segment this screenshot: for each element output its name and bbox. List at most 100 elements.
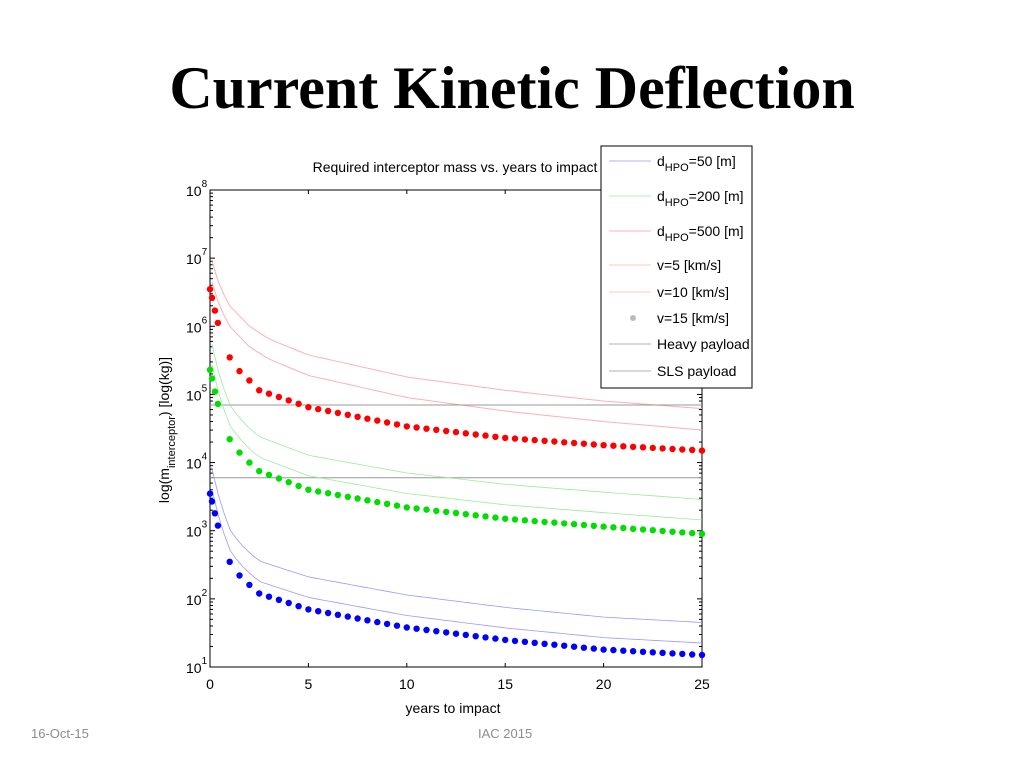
data-point bbox=[334, 611, 342, 618]
y-tick-label: 106 bbox=[186, 315, 208, 335]
data-point bbox=[462, 511, 469, 518]
data-point bbox=[256, 467, 263, 475]
series-companion-line bbox=[211, 364, 703, 521]
data-point bbox=[511, 516, 519, 523]
y-tick-label: 105 bbox=[186, 383, 208, 403]
data-point bbox=[610, 442, 617, 449]
data-point bbox=[492, 433, 499, 440]
data-point bbox=[433, 426, 440, 433]
data-point bbox=[541, 437, 548, 444]
data-point bbox=[315, 488, 322, 495]
data-point bbox=[211, 388, 219, 395]
data-point bbox=[541, 518, 548, 526]
x-tick-label: 10 bbox=[399, 676, 415, 692]
data-point bbox=[211, 307, 219, 314]
data-point bbox=[226, 436, 233, 443]
data-point bbox=[620, 443, 627, 450]
data-point bbox=[354, 495, 361, 502]
data-point bbox=[403, 423, 410, 430]
x-tick-label: 0 bbox=[206, 676, 214, 692]
data-point bbox=[698, 530, 706, 537]
data-point bbox=[305, 404, 312, 411]
data-point bbox=[374, 417, 381, 424]
data-point bbox=[511, 435, 519, 442]
data-point bbox=[511, 637, 519, 645]
data-point bbox=[295, 400, 302, 407]
data-point bbox=[374, 618, 381, 626]
data-point bbox=[482, 513, 489, 520]
data-point bbox=[285, 397, 292, 404]
data-point bbox=[374, 498, 381, 506]
data-point bbox=[413, 505, 420, 512]
data-point bbox=[551, 519, 558, 526]
data-point bbox=[265, 593, 273, 600]
data-point bbox=[698, 651, 706, 659]
slide-title: Current Kinetic Deflection bbox=[169, 55, 855, 121]
data-point bbox=[600, 646, 607, 653]
data-point bbox=[472, 633, 479, 640]
series-line bbox=[211, 261, 703, 410]
legend-label: v=10 [km/s] bbox=[657, 284, 729, 300]
data-point bbox=[285, 599, 292, 607]
series-line bbox=[211, 281, 703, 431]
data-point bbox=[275, 393, 283, 401]
data-point bbox=[590, 441, 597, 448]
data-point bbox=[551, 438, 558, 445]
data-point bbox=[462, 430, 469, 437]
data-point bbox=[236, 572, 243, 579]
data-point bbox=[492, 635, 499, 642]
data-point bbox=[472, 431, 479, 438]
data-point bbox=[393, 622, 401, 629]
data-point bbox=[246, 377, 253, 384]
data-point bbox=[629, 525, 637, 532]
data-point bbox=[364, 617, 371, 624]
data-point bbox=[610, 524, 617, 531]
data-point bbox=[443, 629, 450, 636]
y-axis-label-sub: interceptor bbox=[166, 416, 178, 468]
data-point bbox=[256, 387, 263, 394]
data-point bbox=[521, 436, 529, 443]
y-axis-label-main: log(m bbox=[156, 468, 172, 503]
data-point bbox=[669, 650, 676, 657]
y-tick-label: 104 bbox=[186, 452, 208, 472]
x-axis-label: years to impact bbox=[406, 700, 501, 716]
svg-text:log(minterceptor) [log(kg)]: log(minterceptor) [log(kg)] bbox=[156, 357, 178, 503]
data-point bbox=[679, 446, 686, 453]
data-point bbox=[393, 502, 401, 509]
data-point bbox=[629, 443, 637, 450]
data-point bbox=[206, 366, 214, 373]
data-point bbox=[679, 650, 686, 658]
data-point bbox=[570, 643, 578, 650]
legend-box bbox=[600, 145, 753, 389]
data-point bbox=[541, 640, 548, 647]
data-point bbox=[689, 446, 696, 454]
data-point bbox=[462, 631, 469, 639]
y-tick-label: 108 bbox=[186, 179, 208, 199]
y-tick-label: 102 bbox=[186, 588, 208, 608]
data-point bbox=[600, 442, 607, 449]
data-point bbox=[472, 512, 479, 519]
data-point bbox=[315, 608, 322, 615]
data-point bbox=[443, 427, 450, 435]
data-point bbox=[236, 449, 243, 456]
data-point bbox=[214, 400, 222, 408]
data-point bbox=[295, 482, 302, 490]
data-point bbox=[285, 479, 292, 486]
data-point bbox=[570, 439, 578, 447]
data-point bbox=[246, 459, 253, 466]
data-point bbox=[206, 286, 214, 293]
data-point bbox=[649, 527, 656, 534]
data-point bbox=[403, 504, 410, 511]
data-point bbox=[324, 490, 332, 497]
data-point bbox=[423, 506, 430, 513]
data-point bbox=[364, 497, 371, 504]
data-point bbox=[265, 471, 273, 478]
data-point bbox=[393, 421, 401, 428]
data-point bbox=[659, 445, 666, 452]
legend-label: Heavy payload bbox=[657, 336, 750, 352]
data-point bbox=[275, 596, 283, 603]
y-axis-label: log(minterceptor) [log(kg)] bbox=[156, 357, 178, 503]
data-point bbox=[315, 405, 322, 413]
data-point bbox=[413, 625, 420, 632]
